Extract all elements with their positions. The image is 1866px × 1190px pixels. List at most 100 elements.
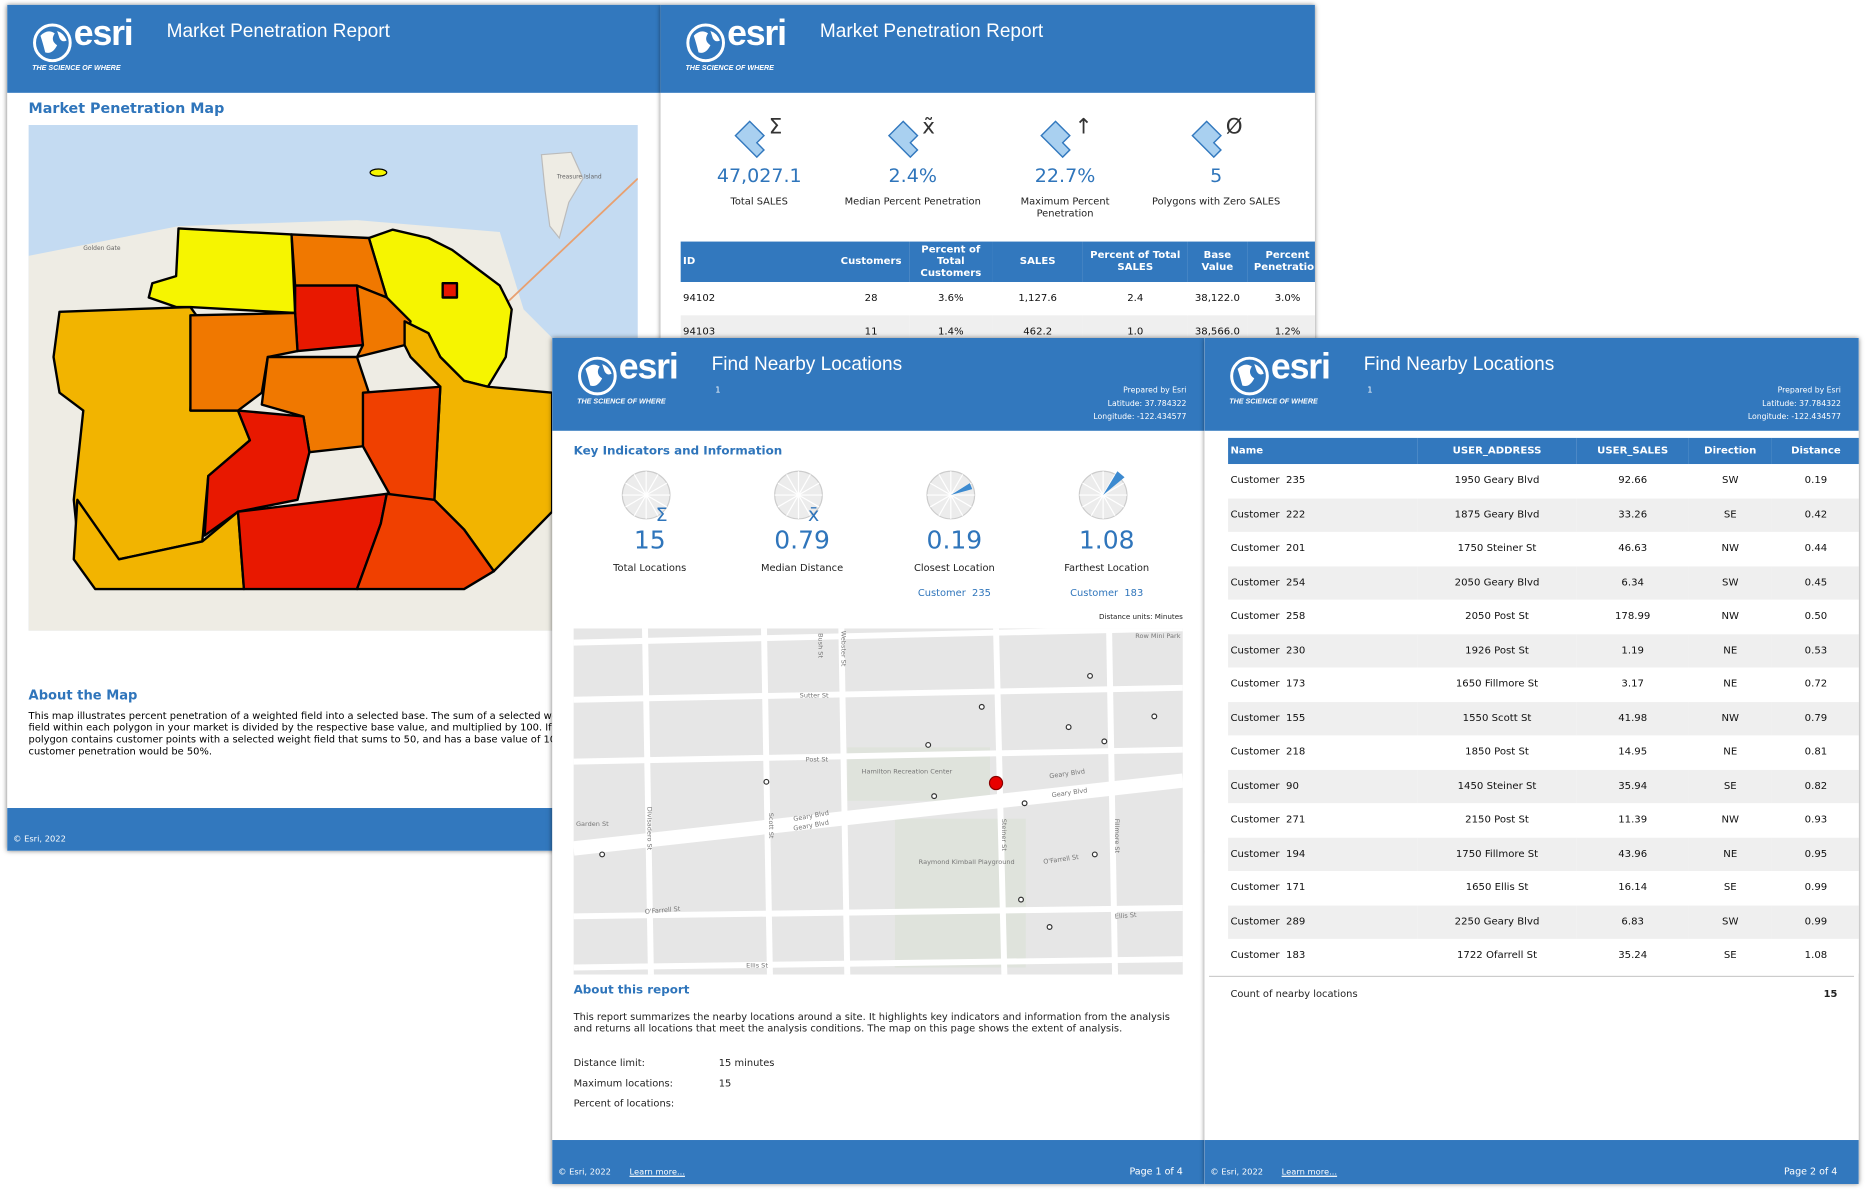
page-header: esri THE SCIENCE OF WHERE Find Nearby Loca… — [552, 337, 1205, 431]
kpi-icon: x̄ — [774, 470, 823, 526]
kpi-symbol: Ø — [1226, 114, 1243, 139]
copyright: © Esri, 2022 — [558, 1167, 611, 1177]
table-cell: SE — [1723, 882, 1737, 894]
icon-spoke — [633, 494, 647, 516]
icon-spoke — [798, 494, 820, 508]
table-cell: NE — [1723, 644, 1738, 657]
table-cell: 3.17 — [1621, 678, 1644, 691]
table-row: Customer 289 2250 Geary Blvd 6.83 SW 0.99 — [1228, 904, 1859, 939]
table-cell: 35.24 — [1618, 949, 1648, 962]
logo-tagline: THE SCIENCE OF WHERE — [577, 398, 666, 406]
table-cell: 1722 Ofarrell St — [1456, 949, 1538, 962]
polygon — [403, 320, 554, 573]
icon-spoke — [797, 494, 811, 516]
page-title: Market Penetration Report — [166, 21, 390, 42]
about-text: This report summarizes the nearby locati… — [573, 1010, 1170, 1035]
table-cell: Customer 258 — [1230, 610, 1306, 623]
table-cell: 2.4 — [1127, 292, 1144, 305]
map-label: Steiner St — [1000, 819, 1008, 852]
kpi-symbol: x̃ — [922, 114, 935, 139]
column-header: USER_ADDRESS — [1417, 437, 1577, 465]
column-header: Name — [1228, 437, 1418, 465]
table-cell: 38,566.0 — [1194, 326, 1240, 338]
table-cell: Customer 155 — [1230, 712, 1306, 725]
table-cell: 1950 Geary Blvd — [1454, 475, 1540, 488]
table-cell: 1.19 — [1621, 644, 1644, 657]
map-label: Treasure Island — [556, 174, 602, 181]
icon-spoke — [950, 494, 972, 508]
table-cell: Customer 271 — [1230, 814, 1306, 827]
icon-spoke — [938, 474, 952, 496]
street — [573, 956, 1183, 971]
icon-spoke — [645, 494, 659, 516]
page-number: Page 2 of 4 — [1783, 1166, 1838, 1177]
table-cell: NW — [1721, 814, 1740, 827]
logo-tagline: THE SCIENCE OF WHERE — [32, 65, 121, 73]
table-cell: 178.99 — [1614, 610, 1651, 623]
street — [838, 628, 851, 975]
icon-spoke — [645, 482, 668, 496]
icon-spoke — [797, 474, 811, 496]
polygon — [369, 168, 388, 177]
map-label: O'Farrell St — [644, 905, 681, 916]
location — [1046, 924, 1053, 930]
location — [763, 778, 770, 785]
table-cell: 94103 — [683, 326, 716, 338]
prepared-line: Prepared by Esri — [1777, 385, 1841, 396]
kpi-icon: Ø — [1191, 114, 1243, 159]
table-cell: 11 — [864, 326, 878, 338]
page-subtitle: 1 — [1367, 385, 1373, 396]
learn-more: Learn more... — [1281, 1167, 1338, 1177]
kpi-label: Median Distance — [760, 561, 844, 574]
street — [642, 628, 654, 975]
table-cell: 92.66 — [1618, 475, 1648, 488]
table-cell: 1650 Ellis St — [1465, 882, 1529, 894]
polygons — [52, 227, 554, 591]
report-page: Treasure Island Golden Gate esri THE SCIEN… — [7, 4, 661, 851]
param-label: Percent of locations: — [573, 1097, 675, 1110]
table-row: Customer 222 1875 Geary Blvd 33.26 SE 0.42 — [1228, 498, 1859, 532]
location — [1065, 724, 1072, 731]
table-cell: 0.93 — [1804, 814, 1828, 827]
table-header-row: ID Customers Percent of Total Customers SAL… — [680, 241, 1315, 283]
icon-spoke — [1090, 494, 1104, 516]
kpi-label: Total Locations — [613, 561, 687, 574]
table-cell: 0.82 — [1804, 780, 1828, 793]
table-cell: 0.50 — [1804, 610, 1828, 623]
table-cell: 1926 Post St — [1465, 644, 1529, 657]
table-cell: 0.95 — [1804, 848, 1828, 861]
distance-units: Distance units: Minutes — [1099, 612, 1183, 622]
table-cell: Customer 235 — [1230, 475, 1306, 488]
globe — [33, 23, 72, 63]
island — [540, 151, 584, 240]
table-cell: 0.99 — [1804, 882, 1828, 894]
copyright: © Esri, 2022 — [1210, 1167, 1264, 1177]
table-cell: 0.19 — [1804, 475, 1828, 488]
street — [573, 684, 1183, 703]
kpi-icon — [926, 470, 976, 520]
param-value: 15 — [718, 1076, 732, 1089]
table-cell: Customer 173 — [1230, 678, 1306, 691]
street — [1106, 628, 1119, 975]
kpi-value: 0.79 — [774, 525, 830, 555]
icon-spoke — [938, 494, 952, 516]
location — [599, 851, 606, 858]
map-label: Bush St — [817, 633, 825, 658]
polygon — [441, 282, 459, 299]
table-cell: 2050 Geary Blvd — [1454, 576, 1540, 589]
table-cell: 0.44 — [1804, 542, 1828, 555]
table-row: Customer 258 2050 Post St 178.99 NW 0.50 — [1228, 599, 1859, 634]
penetration-map: Treasure Island Golden Gate — [28, 124, 638, 631]
icon-spoke — [1090, 474, 1104, 496]
map-label: Post St — [806, 756, 829, 764]
section-title: Market Penetration Map — [28, 99, 225, 117]
icon-spoke — [798, 482, 820, 496]
page-header: esri THE SCIENCE OF WHERE Market Penetrati… — [660, 4, 1315, 93]
table-row: Customer 201 1750 Steiner St 46.63 NW 0.44 — [1228, 531, 1859, 566]
icon-spoke — [625, 482, 647, 496]
icon-spoke — [950, 474, 964, 496]
kpi-value: 15 — [633, 525, 666, 555]
table-cell: 1750 Steiner St — [1457, 542, 1537, 555]
kpi-label: Polygons with Zero SALES — [1152, 195, 1281, 208]
param-label: Distance limit: — [573, 1056, 645, 1069]
